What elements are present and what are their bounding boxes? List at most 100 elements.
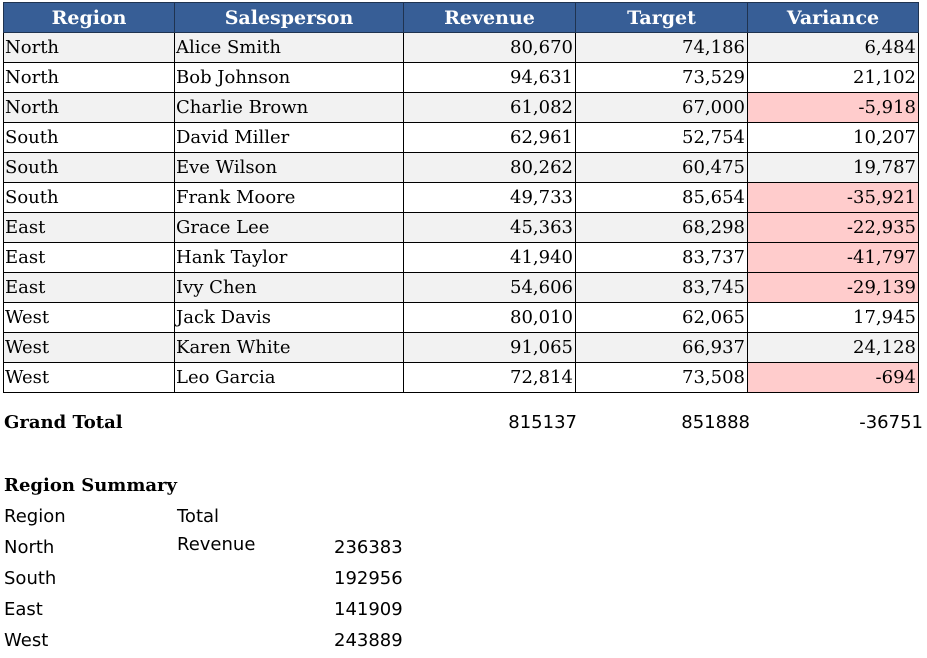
table-row: East Hank Taylor 41,940 83,737 -41,797 bbox=[3, 242, 919, 273]
target-cell[interactable]: 73,529 bbox=[575, 62, 748, 93]
target-cell[interactable]: 60,475 bbox=[575, 152, 748, 183]
table-row: West Karen White 91,065 66,937 24,128 bbox=[3, 332, 919, 363]
region-cell[interactable]: East bbox=[3, 242, 175, 273]
salesperson-cell[interactable]: Leo Garcia bbox=[174, 362, 404, 393]
target-cell[interactable]: 62,065 bbox=[575, 302, 748, 333]
summary-total-cell[interactable]: 243889 bbox=[334, 630, 403, 651]
sales-table: Region Salesperson Revenue Target Varian… bbox=[3, 2, 919, 393]
variance-cell[interactable]: 6,484 bbox=[747, 32, 919, 63]
revenue-cell[interactable]: 94,631 bbox=[403, 62, 576, 93]
spreadsheet: Region Salesperson Revenue Target Varian… bbox=[3, 2, 919, 393]
salesperson-cell[interactable]: Hank Taylor bbox=[174, 242, 404, 273]
revenue-cell[interactable]: 91,065 bbox=[403, 332, 576, 363]
region-cell[interactable]: West bbox=[3, 302, 175, 333]
variance-cell[interactable]: 21,102 bbox=[747, 62, 919, 93]
revenue-cell[interactable]: 62,961 bbox=[403, 122, 576, 153]
header-variance[interactable]: Variance bbox=[747, 2, 919, 33]
target-cell[interactable]: 83,737 bbox=[575, 242, 748, 273]
target-cell[interactable]: 67,000 bbox=[575, 92, 748, 123]
summary-region-cell[interactable]: North bbox=[4, 537, 55, 558]
revenue-cell[interactable]: 72,814 bbox=[403, 362, 576, 393]
grand-total-label[interactable]: Grand Total bbox=[4, 412, 123, 433]
summary-row: North 236383 bbox=[4, 534, 403, 565]
salesperson-cell[interactable]: Grace Lee bbox=[174, 212, 404, 243]
region-cell[interactable]: North bbox=[3, 92, 175, 123]
variance-cell[interactable]: -22,935 bbox=[747, 212, 919, 243]
header-region[interactable]: Region bbox=[3, 2, 175, 33]
salesperson-cell[interactable]: Karen White bbox=[174, 332, 404, 363]
region-summary-rows: North 236383 South 192956 East 141909 West 2438… bbox=[4, 534, 403, 658]
target-cell[interactable]: 73,508 bbox=[575, 362, 748, 393]
table-row: East Ivy Chen 54,606 83,745 -29,139 bbox=[3, 272, 919, 303]
region-cell[interactable]: West bbox=[3, 362, 175, 393]
variance-cell[interactable]: -29,139 bbox=[747, 272, 919, 303]
revenue-cell[interactable]: 80,262 bbox=[403, 152, 576, 183]
revenue-cell[interactable]: 49,733 bbox=[403, 182, 576, 213]
grand-total-target[interactable]: 851888 bbox=[681, 412, 750, 433]
revenue-cell[interactable]: 61,082 bbox=[403, 92, 576, 123]
salesperson-cell[interactable]: Frank Moore bbox=[174, 182, 404, 213]
summary-row: East 141909 bbox=[4, 596, 403, 627]
salesperson-cell[interactable]: Eve Wilson bbox=[174, 152, 404, 183]
grand-total-row: Grand Total 815137 851888 -36751 bbox=[3, 409, 924, 437]
variance-cell[interactable]: 24,128 bbox=[747, 332, 919, 363]
region-summary-title[interactable]: Region Summary bbox=[4, 475, 177, 496]
summary-region-cell[interactable]: East bbox=[4, 599, 43, 620]
region-cell[interactable]: East bbox=[3, 272, 175, 303]
table-row: South David Miller 62,961 52,754 10,207 bbox=[3, 122, 919, 153]
salesperson-cell[interactable]: Charlie Brown bbox=[174, 92, 404, 123]
region-cell[interactable]: North bbox=[3, 32, 175, 63]
table-row: West Jack Davis 80,010 62,065 17,945 bbox=[3, 302, 919, 333]
summary-region-cell[interactable]: South bbox=[4, 568, 57, 589]
target-cell[interactable]: 52,754 bbox=[575, 122, 748, 153]
region-cell[interactable]: North bbox=[3, 62, 175, 93]
summary-total-cell[interactable]: 236383 bbox=[334, 537, 403, 558]
region-summary-header: Region Total Revenue bbox=[4, 503, 255, 555]
summary-total-cell[interactable]: 192956 bbox=[334, 568, 403, 589]
variance-cell[interactable]: -35,921 bbox=[747, 182, 919, 213]
variance-cell[interactable]: -694 bbox=[747, 362, 919, 393]
table-row: North Charlie Brown 61,082 67,000 -5,918 bbox=[3, 92, 919, 123]
variance-cell[interactable]: 10,207 bbox=[747, 122, 919, 153]
variance-cell[interactable]: 19,787 bbox=[747, 152, 919, 183]
header-target[interactable]: Target bbox=[575, 2, 748, 33]
header-revenue[interactable]: Revenue bbox=[403, 2, 576, 33]
header-salesperson[interactable]: Salesperson bbox=[174, 2, 404, 33]
revenue-cell[interactable]: 80,670 bbox=[403, 32, 576, 63]
target-cell[interactable]: 83,745 bbox=[575, 272, 748, 303]
table-row: West Leo Garcia 72,814 73,508 -694 bbox=[3, 362, 919, 393]
grand-total-variance[interactable]: -36751 bbox=[859, 412, 923, 433]
summary-row: West 243889 bbox=[4, 627, 403, 658]
revenue-cell[interactable]: 54,606 bbox=[403, 272, 576, 303]
revenue-cell[interactable]: 41,940 bbox=[403, 242, 576, 273]
revenue-cell[interactable]: 45,363 bbox=[403, 212, 576, 243]
target-cell[interactable]: 85,654 bbox=[575, 182, 748, 213]
variance-cell[interactable]: 17,945 bbox=[747, 302, 919, 333]
region-cell[interactable]: West bbox=[3, 332, 175, 363]
revenue-cell[interactable]: 80,010 bbox=[403, 302, 576, 333]
summary-col-region[interactable]: Region bbox=[4, 506, 66, 527]
variance-cell[interactable]: -41,797 bbox=[747, 242, 919, 273]
salesperson-cell[interactable]: Alice Smith bbox=[174, 32, 404, 63]
grand-total-revenue[interactable]: 815137 bbox=[508, 412, 577, 433]
summary-row: South 192956 bbox=[4, 565, 403, 596]
salesperson-cell[interactable]: David Miller bbox=[174, 122, 404, 153]
target-cell[interactable]: 68,298 bbox=[575, 212, 748, 243]
region-cell[interactable]: South bbox=[3, 152, 175, 183]
region-summary: Region Summary Region Total Revenue Nort… bbox=[4, 472, 403, 658]
summary-region-cell[interactable]: West bbox=[4, 630, 49, 651]
region-cell[interactable]: East bbox=[3, 212, 175, 243]
variance-cell[interactable]: -5,918 bbox=[747, 92, 919, 123]
salesperson-cell[interactable]: Bob Johnson bbox=[174, 62, 404, 93]
target-cell[interactable]: 74,186 bbox=[575, 32, 748, 63]
target-cell[interactable]: 66,937 bbox=[575, 332, 748, 363]
table-row: North Alice Smith 80,670 74,186 6,484 bbox=[3, 32, 919, 63]
salesperson-cell[interactable]: Jack Davis bbox=[174, 302, 404, 333]
region-cell[interactable]: South bbox=[3, 122, 175, 153]
summary-col-total-revenue[interactable]: Total Revenue bbox=[177, 506, 256, 555]
summary-total-cell[interactable]: 141909 bbox=[334, 599, 403, 620]
table-row: East Grace Lee 45,363 68,298 -22,935 bbox=[3, 212, 919, 243]
salesperson-cell[interactable]: Ivy Chen bbox=[174, 272, 404, 303]
region-cell[interactable]: South bbox=[3, 182, 175, 213]
header-row: Region Salesperson Revenue Target Varian… bbox=[3, 2, 919, 33]
